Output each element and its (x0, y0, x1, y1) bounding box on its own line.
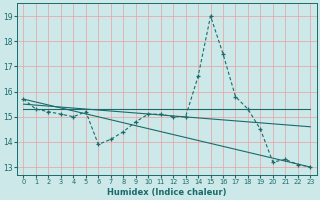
X-axis label: Humidex (Indice chaleur): Humidex (Indice chaleur) (107, 188, 227, 197)
